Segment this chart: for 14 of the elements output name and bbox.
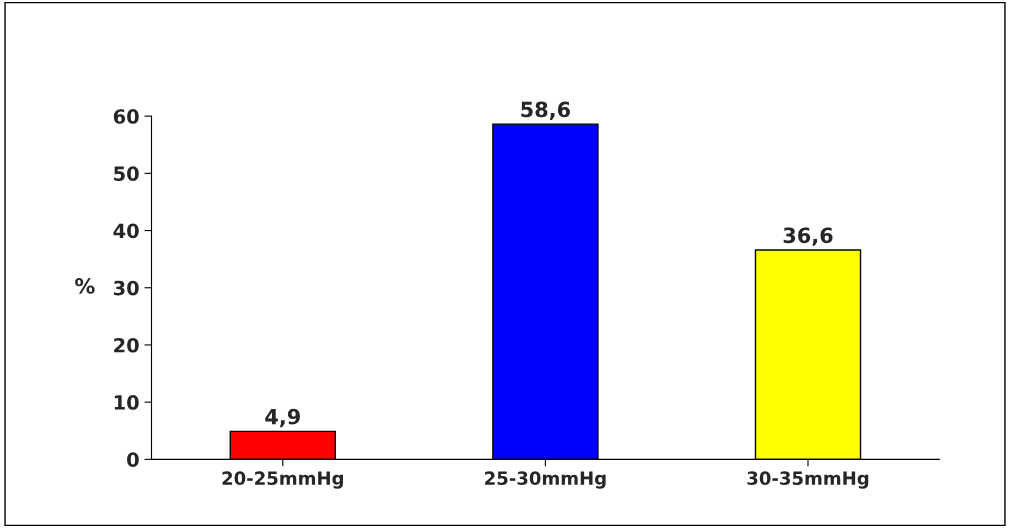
y-tick-label: 30 (113, 280, 139, 296)
y-axis-title: % (75, 278, 95, 294)
y-tick-label: 50 (114, 166, 139, 182)
data-label: 4,9 (265, 408, 300, 428)
y-tick-label: 20 (114, 337, 139, 353)
x-tick-label: 25-30mmHg (485, 471, 606, 489)
data-label: 58,6 (521, 101, 570, 121)
y-tick-label: 0 (127, 452, 139, 468)
x-tick-label: 30-35mmHg (747, 471, 869, 489)
y-tick-label: 60 (113, 109, 139, 124)
data-label: 36,6 (783, 227, 833, 246)
y-tick-label: 10 (114, 395, 139, 410)
y-tick-label: 40 (113, 223, 139, 239)
x-tick-label: 20-25mmHg (222, 471, 343, 489)
